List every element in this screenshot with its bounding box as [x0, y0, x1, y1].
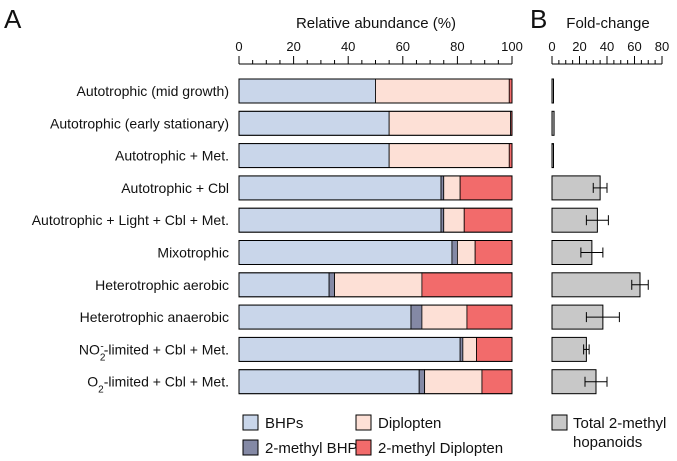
bar-segment	[462, 336, 477, 362]
stacked-bars-a	[238, 78, 513, 395]
bar-segment	[476, 336, 513, 362]
bar-outline	[238, 175, 513, 201]
fold-bar	[551, 110, 555, 136]
tick-label-a: 0	[235, 39, 242, 54]
bar-segment	[466, 304, 513, 330]
row-label: Autotrophic + Light + Cbl + Met.	[32, 212, 229, 228]
bar-segment	[238, 110, 390, 136]
tick-label-a: 100	[501, 39, 523, 54]
bar-segment	[375, 78, 510, 104]
bar-segment	[440, 207, 445, 233]
tick-label-a: 60	[396, 39, 410, 54]
bar-segment	[238, 304, 412, 330]
legend-swatch	[242, 439, 259, 456]
tick-label-b: 20	[572, 39, 586, 54]
bar-outline	[238, 272, 513, 298]
bar-segment	[421, 272, 513, 298]
bar-segment	[456, 240, 476, 265]
legend-label: 2-methyl Diplopten	[378, 440, 503, 457]
bar-outline	[238, 336, 513, 362]
fold-bar	[551, 272, 641, 298]
tick-label-b: 60	[627, 39, 641, 54]
bars-b	[551, 78, 649, 395]
bar-segment	[418, 369, 426, 395]
row-labels: Autotrophic (mid growth) Autotrophic (ear…	[32, 83, 229, 395]
row-label: O2-limited + Cbl + Met.	[87, 374, 229, 396]
bar-segment	[474, 240, 513, 265]
legend-swatch	[355, 439, 372, 456]
legend-swatch	[242, 414, 259, 431]
bar-segment	[238, 336, 461, 362]
x-axis-b: 0 20 40 60 80	[548, 39, 669, 65]
bar-outline	[238, 304, 513, 330]
legend-label: BHPs	[265, 415, 303, 432]
legend-b-label-line2: hopanoids	[573, 434, 642, 451]
bar-outline	[238, 78, 513, 104]
bar-segment	[238, 175, 442, 201]
bar-segment	[421, 304, 468, 330]
bar-segment	[410, 304, 423, 330]
bar-segment	[238, 143, 390, 169]
bar-segment	[459, 175, 513, 201]
tick-label-b: 40	[600, 39, 614, 54]
row-label: Autotrophic (early stationary)	[50, 115, 229, 131]
bar-segment	[238, 207, 442, 233]
legend-label: 2-methyl BHPs	[265, 440, 365, 457]
row-label: Heterotrophic aerobic	[95, 277, 229, 293]
row-label: Autotrophic + Met.	[115, 148, 229, 164]
fold-bar	[551, 78, 554, 104]
bar-segment	[463, 207, 513, 233]
bar-segment	[238, 78, 376, 104]
row-label: NO2--limited + Cbl + Met.	[79, 341, 229, 363]
panel-label-b: B	[530, 4, 547, 34]
bar-segment	[443, 207, 465, 233]
tick-label-a: 80	[450, 39, 464, 54]
bar-outline	[238, 110, 513, 136]
panel-label-a: A	[4, 4, 22, 34]
legend-a: BHPs Diplopten 2-methyl BHPs 2-methyl Diplo…	[242, 414, 503, 457]
bar-segment	[238, 272, 330, 298]
legend-swatch	[355, 414, 372, 431]
legend-b-label-line1: Total 2-methyl	[573, 415, 666, 432]
tick-label-a: 20	[286, 39, 300, 54]
fold-bar	[551, 336, 587, 362]
row-label: Autotrophic + Cbl	[121, 180, 229, 196]
axis-title-b: Fold-change	[566, 15, 649, 32]
fold-bar	[551, 143, 554, 169]
legend-b: Total 2-methyl hopanoids	[551, 414, 666, 451]
bar-segment	[443, 175, 461, 201]
row-label: Mixotrophic	[157, 245, 229, 261]
legend-b-swatch	[551, 414, 568, 431]
bar-outline	[238, 240, 513, 265]
bar-outline	[238, 369, 513, 395]
tick-label-b: 80	[655, 39, 669, 54]
legend-label: Diplopten	[378, 415, 441, 432]
bar-segment	[459, 336, 464, 362]
bar-segment	[481, 369, 513, 395]
row-label: Autotrophic (mid growth)	[76, 83, 229, 99]
bar-segment	[388, 110, 512, 136]
bar-segment	[334, 272, 423, 298]
x-axis-a: 0 20 40 60 80 100	[235, 39, 523, 65]
tick-label-b: 0	[548, 39, 555, 54]
axis-title-a: Relative abundance (%)	[296, 15, 456, 32]
bar-segment	[238, 369, 420, 395]
bar-segment	[388, 143, 510, 169]
bar-segment	[451, 240, 458, 265]
bar-outline	[238, 207, 513, 233]
bar-segment	[424, 369, 483, 395]
row-label: Heterotrophic anaerobic	[80, 309, 229, 325]
bar-segment	[440, 175, 445, 201]
bar-outline	[238, 143, 513, 169]
bar-segment	[328, 272, 335, 298]
tick-label-a: 40	[341, 39, 355, 54]
bar-segment	[238, 240, 453, 265]
fold-bar	[551, 175, 601, 201]
